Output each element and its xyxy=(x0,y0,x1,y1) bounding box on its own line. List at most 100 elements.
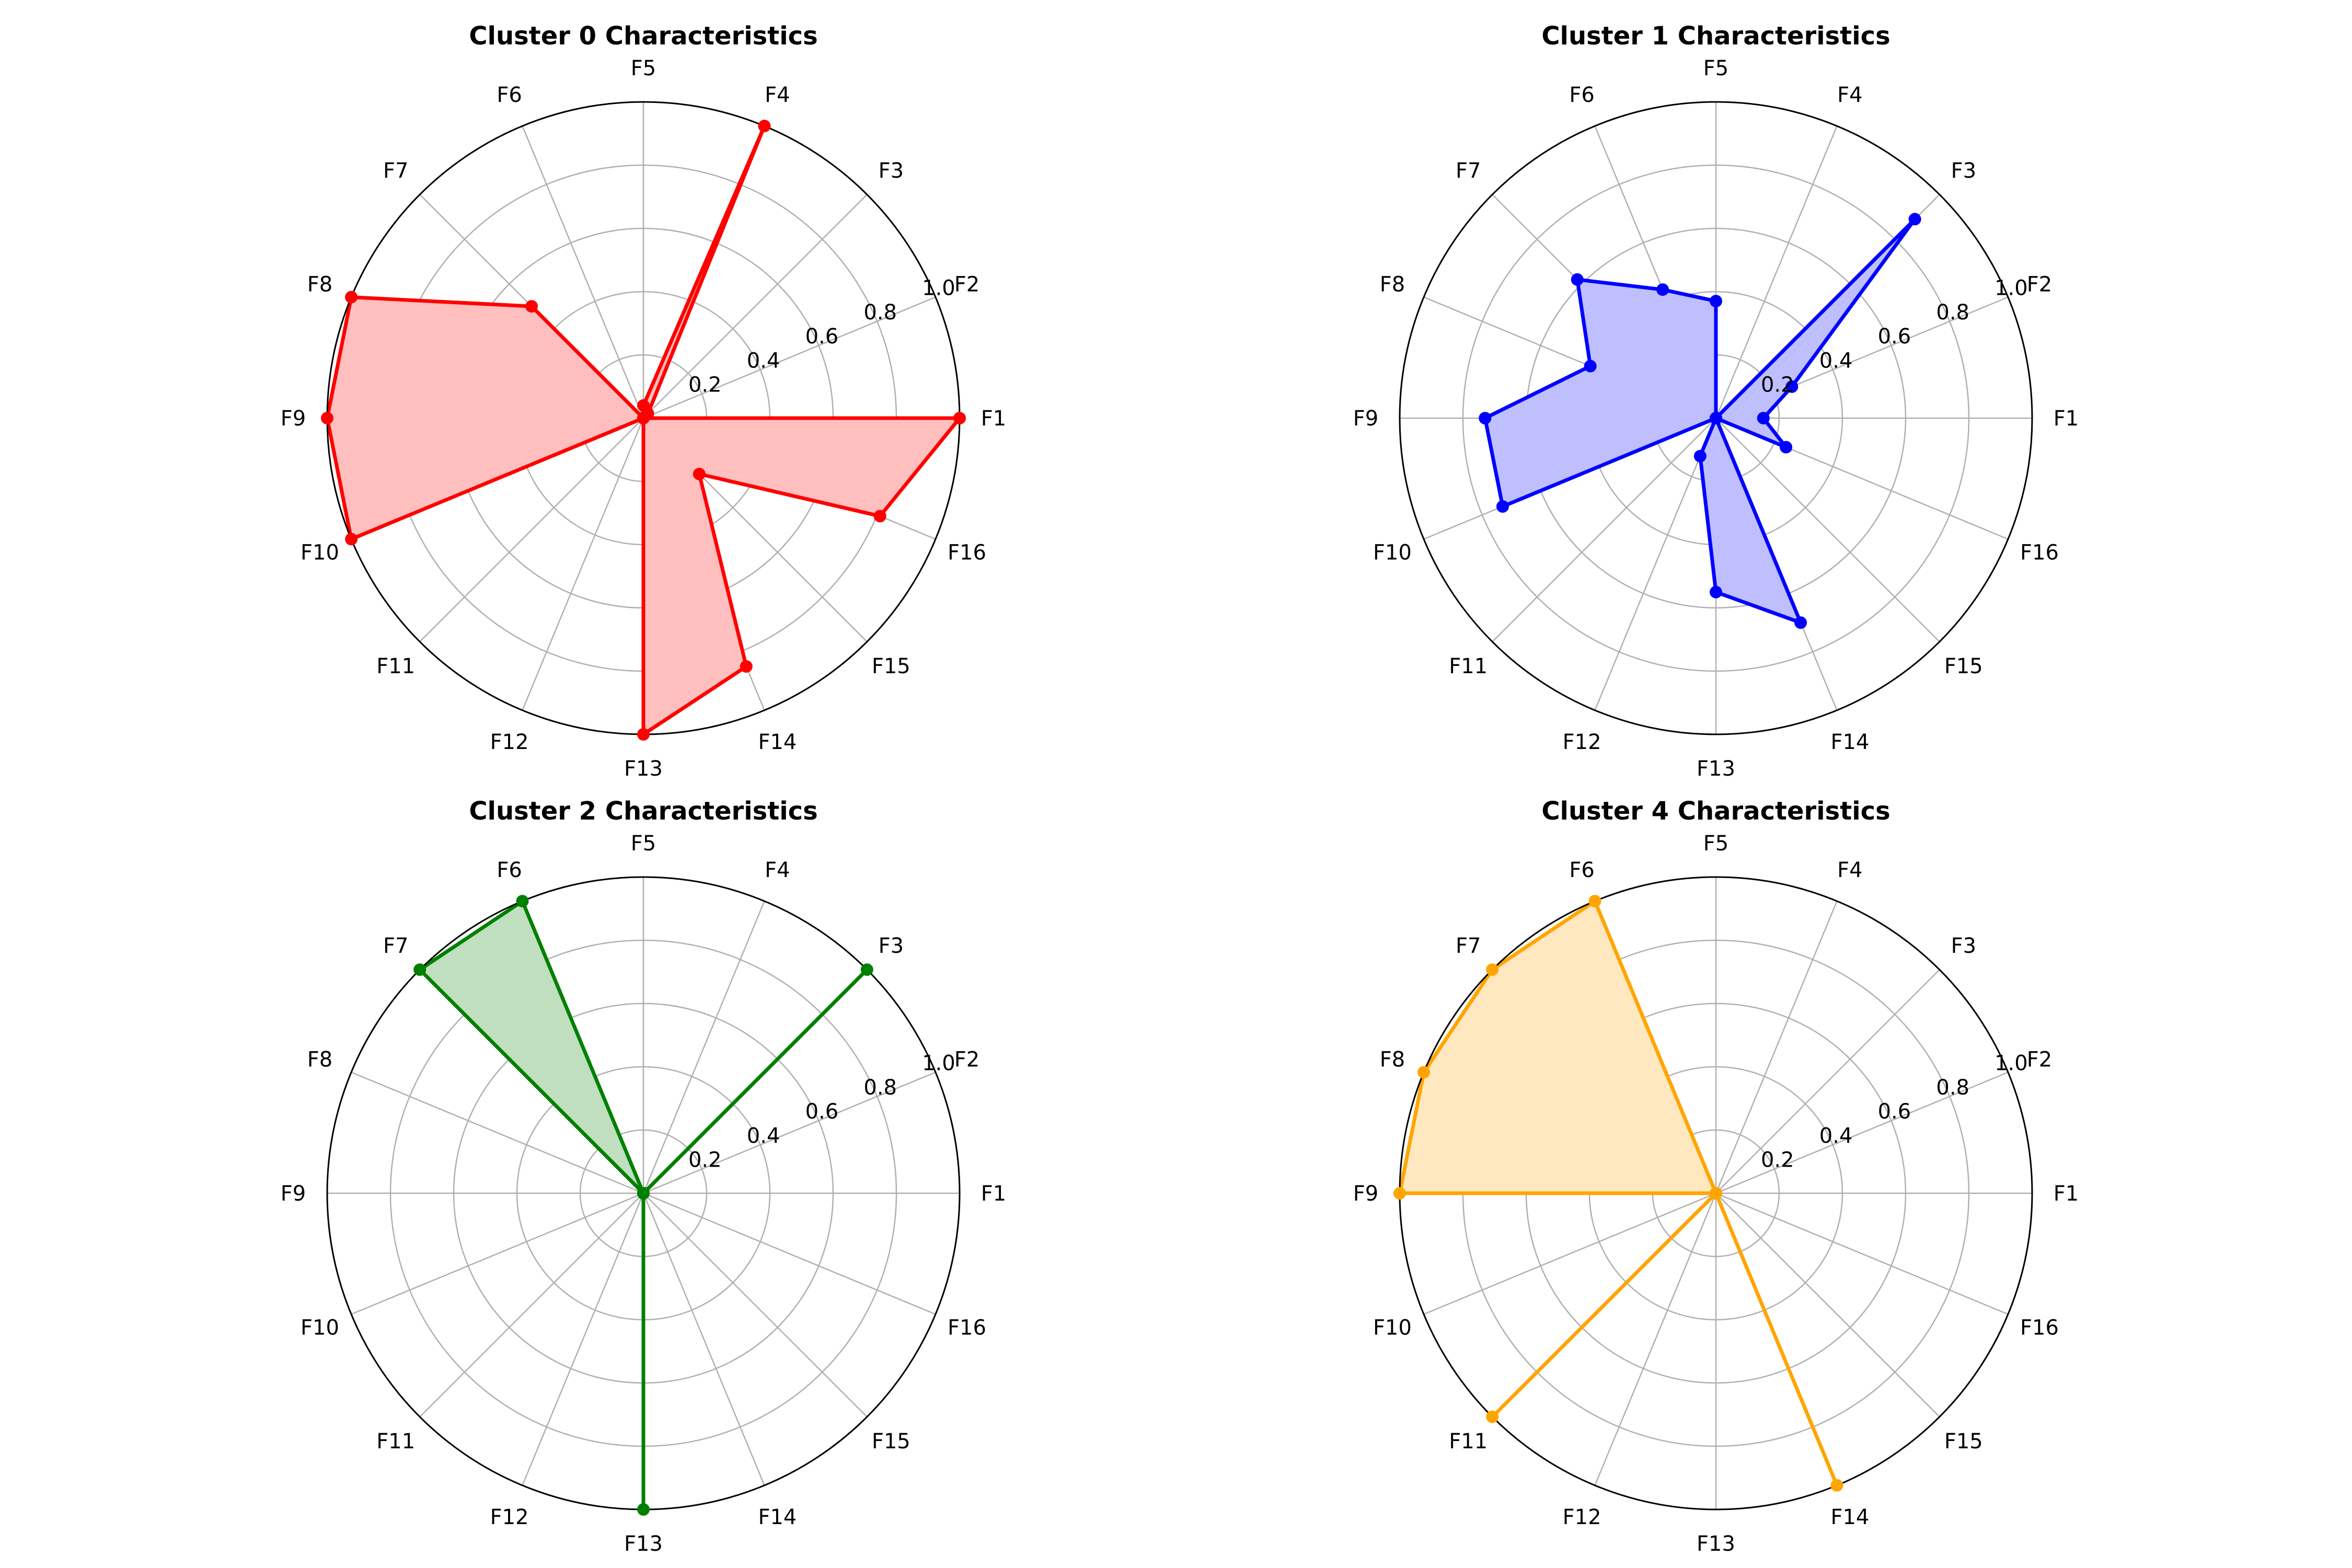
radar-panel-0: Cluster 0 Characteristics 0.2 0.4 0.6 0.8 1.… xyxy=(281,21,1006,781)
data-point-F7 xyxy=(413,963,426,976)
data-point-F16 xyxy=(1780,441,1793,454)
data-point-F4 xyxy=(758,120,771,133)
grid-spoke xyxy=(1715,969,1940,1194)
radar-panel-1: Cluster 1 Characteristics 0.2 0.4 0.6 0.8 1.… xyxy=(1353,21,2079,781)
grid-spoke xyxy=(419,418,644,642)
grid-spoke xyxy=(643,1192,936,1315)
category-label: F5 xyxy=(631,832,656,856)
category-label: F1 xyxy=(981,1182,1006,1206)
radial-tick-label: 0.2 xyxy=(1761,373,1794,397)
radial-tick-label: 0.6 xyxy=(805,325,839,349)
data-point-F12 xyxy=(1693,449,1707,463)
grid-spoke xyxy=(1423,1192,1716,1315)
data-point-F7 xyxy=(1486,963,1499,976)
radial-tick-label: 0.8 xyxy=(863,301,897,325)
category-label: F12 xyxy=(490,1505,529,1529)
radial-tick-label: 0.8 xyxy=(1936,301,1969,325)
category-label: F4 xyxy=(1837,83,1862,107)
category-label: F16 xyxy=(948,1316,986,1340)
data-point-F16 xyxy=(873,510,886,523)
data-point-F1 xyxy=(1757,412,1770,424)
data-point-F14 xyxy=(740,660,753,673)
category-label: F9 xyxy=(1353,1182,1378,1206)
category-label: F15 xyxy=(872,1429,910,1454)
category-label: F16 xyxy=(948,540,986,564)
category-label: F4 xyxy=(1837,858,1862,882)
category-label: F13 xyxy=(624,757,663,781)
grid-spoke xyxy=(1715,418,1940,642)
data-point-F6 xyxy=(516,895,529,908)
data-point-F3 xyxy=(860,963,873,976)
radial-tick-label: 0.8 xyxy=(1936,1076,1969,1100)
chart-title: Cluster 0 Characteristics xyxy=(469,21,817,51)
grid-spoke xyxy=(642,901,765,1194)
category-label: F10 xyxy=(1373,540,1412,564)
grid-spoke xyxy=(1492,418,1716,642)
grid-spoke xyxy=(351,1192,644,1315)
radial-tick-label: 0.4 xyxy=(1819,1124,1853,1148)
category-label: F4 xyxy=(765,83,790,107)
data-point-F16 xyxy=(1710,1187,1722,1200)
grid-spoke xyxy=(419,1193,644,1417)
grid-spoke xyxy=(1715,1193,1940,1417)
data-point-F16 xyxy=(637,1187,650,1200)
category-label: F7 xyxy=(383,934,408,958)
category-label: F5 xyxy=(1703,56,1728,80)
radial-tick-label: 0.4 xyxy=(1819,349,1853,373)
category-label: F6 xyxy=(497,858,522,882)
data-point-F2 xyxy=(1785,380,1798,393)
grid-spoke xyxy=(1715,901,1838,1194)
category-label: F16 xyxy=(2020,1316,2059,1340)
category-label: F7 xyxy=(1456,159,1481,183)
radar-panel-2: Cluster 2 Characteristics 0.2 0.4 0.6 0.8 1.… xyxy=(281,797,1006,1556)
category-label: F8 xyxy=(1380,1048,1405,1072)
category-label: F12 xyxy=(1563,730,1601,754)
grid-spoke xyxy=(643,194,868,419)
series-area xyxy=(1397,898,1839,1486)
data-point-F3 xyxy=(1908,213,1921,226)
category-label: F8 xyxy=(307,1048,332,1072)
category-label: F1 xyxy=(981,407,1006,431)
radial-tick-label: 0.6 xyxy=(1878,1100,1911,1124)
category-label: F11 xyxy=(376,654,415,678)
category-label: F7 xyxy=(383,159,408,183)
grid-spoke xyxy=(1594,1193,1717,1486)
radial-tick-label: 1.0 xyxy=(922,1052,955,1076)
data-point-F15 xyxy=(693,467,706,480)
data-point-F8 xyxy=(1417,1066,1431,1079)
grid-spoke xyxy=(643,1071,936,1194)
series-area xyxy=(325,125,964,738)
data-point-F15 xyxy=(1710,412,1722,424)
category-label: F12 xyxy=(1563,1505,1601,1529)
category-label: F11 xyxy=(1449,654,1488,678)
data-point-F10 xyxy=(345,533,358,546)
category-label: F14 xyxy=(1830,730,1869,754)
outer-frame xyxy=(1399,101,2033,735)
grid-spoke xyxy=(642,1193,765,1486)
radial-tick-label: 0.2 xyxy=(688,1148,722,1172)
category-label: F13 xyxy=(1697,1532,1735,1556)
data-point-F6 xyxy=(1656,283,1669,296)
grid-spoke xyxy=(1715,125,1838,419)
category-label: F15 xyxy=(1944,654,1983,678)
radial-tick-label: 0.4 xyxy=(747,1124,780,1148)
data-point-F14 xyxy=(1830,1479,1843,1492)
data-point-F8 xyxy=(1584,360,1597,373)
data-point-F13 xyxy=(637,1503,650,1516)
category-label: F15 xyxy=(872,654,910,678)
radial-tick-label: 0.6 xyxy=(1878,325,1911,349)
category-label: F10 xyxy=(1373,1316,1412,1340)
radial-tick-label: 0.2 xyxy=(688,373,722,397)
data-point-F14 xyxy=(1794,616,1807,629)
category-label: F15 xyxy=(1944,1429,1983,1454)
grid-spoke xyxy=(1715,1071,2009,1194)
category-label: F14 xyxy=(758,730,797,754)
series-area xyxy=(417,898,869,1509)
category-label: F7 xyxy=(1456,934,1481,958)
data-point-F10 xyxy=(1496,500,1509,513)
radial-tick-label: 1.0 xyxy=(922,276,955,301)
category-label: F12 xyxy=(490,730,529,754)
category-label: F13 xyxy=(1697,757,1735,781)
data-point-F5 xyxy=(637,399,650,412)
